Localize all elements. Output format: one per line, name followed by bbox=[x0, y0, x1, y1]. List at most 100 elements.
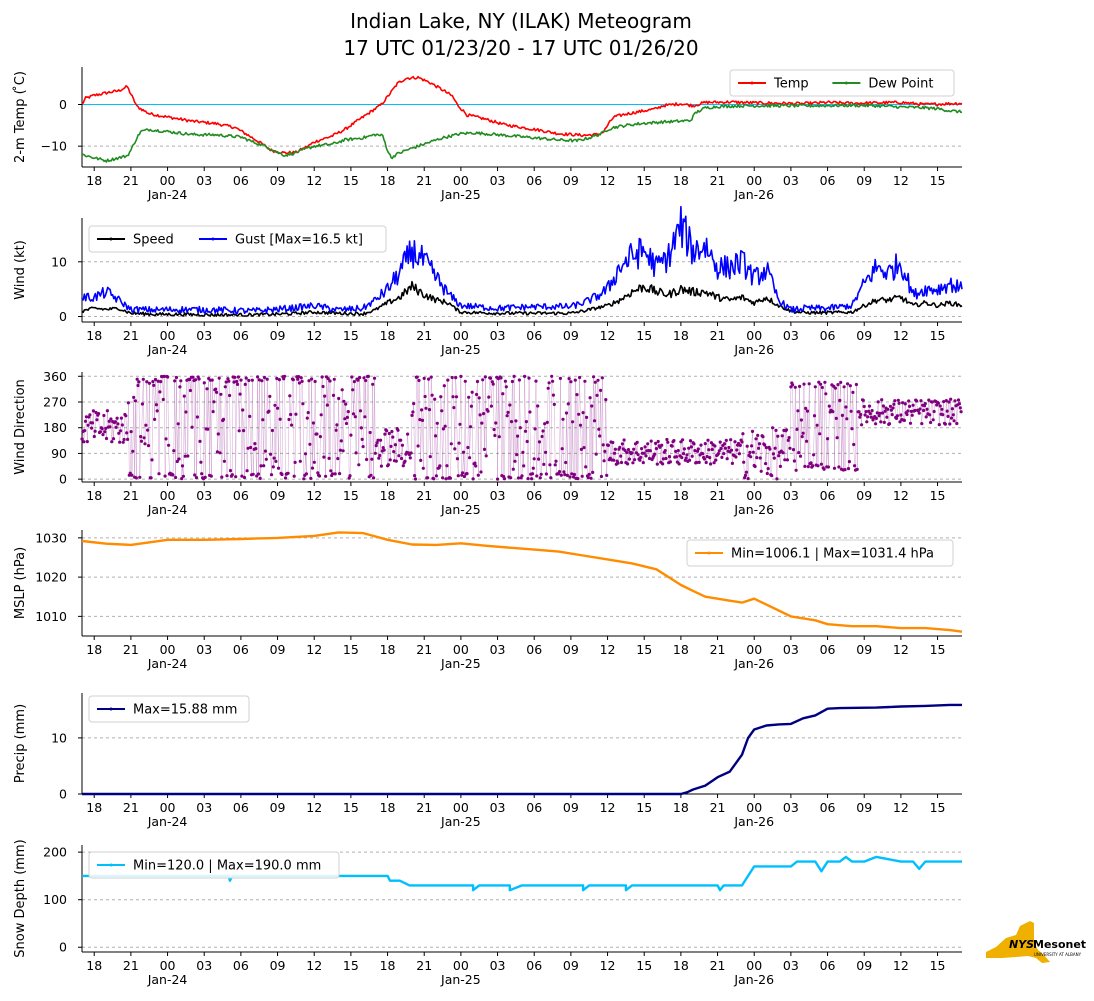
x-tick-label: 00 bbox=[453, 642, 469, 657]
wind-direction-point bbox=[120, 423, 124, 427]
wind-direction-point bbox=[641, 461, 645, 465]
x-tick-label: 12 bbox=[893, 173, 909, 188]
wind-direction-point bbox=[725, 457, 729, 461]
wind-direction-point bbox=[215, 390, 219, 394]
wind-direction-point bbox=[217, 376, 221, 380]
wind-direction-point bbox=[730, 461, 735, 465]
wind-direction-point bbox=[320, 375, 324, 379]
x-tick-label: 00 bbox=[160, 328, 176, 343]
wind-direction-point bbox=[797, 451, 801, 455]
wind-direction-point bbox=[427, 408, 432, 412]
wind-direction-point bbox=[812, 453, 816, 457]
wind-direction-point bbox=[102, 413, 106, 418]
legend-marker bbox=[844, 81, 848, 85]
wind-direction-point bbox=[791, 448, 796, 452]
wind-direction-point bbox=[499, 376, 503, 380]
x-tick-label: 06 bbox=[526, 800, 542, 815]
wind-direction-point bbox=[319, 413, 323, 417]
x-tick-label: 21 bbox=[123, 328, 139, 343]
wind-direction-point bbox=[823, 380, 827, 384]
wind-direction-point bbox=[455, 457, 459, 461]
wind-direction-point bbox=[528, 410, 532, 414]
x-tick-label: 12 bbox=[600, 958, 616, 973]
wind-direction-point bbox=[340, 388, 344, 392]
wind-direction-point bbox=[119, 416, 123, 420]
wind-direction-point bbox=[272, 456, 276, 460]
wind-direction-point bbox=[216, 432, 220, 436]
wind-direction-point bbox=[91, 409, 95, 413]
y-tick-label: 270 bbox=[43, 395, 67, 410]
wind-direction-point bbox=[82, 440, 86, 444]
wind-direction-point bbox=[832, 466, 837, 470]
x-tick-label: 00 bbox=[453, 488, 469, 503]
wind-direction-point bbox=[456, 474, 460, 478]
wind-direction-point bbox=[560, 447, 564, 451]
wind-direction-point bbox=[864, 410, 868, 414]
legend-label: Speed bbox=[133, 233, 174, 248]
x-tick-label: 03 bbox=[196, 328, 212, 343]
wind-direction-point bbox=[449, 442, 453, 446]
wind-direction-point bbox=[236, 375, 240, 379]
x-tick-label: 21 bbox=[123, 173, 139, 188]
wind-direction-point bbox=[303, 452, 308, 456]
x-tick-label: 03 bbox=[783, 173, 799, 188]
wind-direction-point bbox=[722, 452, 726, 456]
wind-direction-point bbox=[603, 449, 607, 453]
wind-direction-point bbox=[887, 422, 892, 426]
wind-direction-point bbox=[228, 393, 232, 398]
wind-direction-point bbox=[513, 459, 517, 463]
y-tick-label: 0 bbox=[59, 97, 67, 112]
wind-direction-point bbox=[157, 472, 161, 476]
wind-direction-point bbox=[833, 386, 838, 390]
wind-direction-point bbox=[626, 448, 631, 452]
wind-direction-point bbox=[100, 427, 104, 431]
wind-direction-point bbox=[540, 434, 544, 439]
wind-direction-point bbox=[943, 422, 948, 426]
x-tick-label: 09 bbox=[563, 642, 579, 657]
wind-direction-point bbox=[858, 415, 862, 419]
wind-direction-point bbox=[690, 454, 694, 458]
legend-label: Temp bbox=[773, 77, 809, 92]
panel-temp: −10 0 2-m Temp ( ̊C) 18 21 00 03 06 09 12 15 18 21 00… bbox=[12, 67, 963, 202]
wind-direction-point bbox=[583, 379, 587, 383]
wind-direction-point bbox=[140, 402, 144, 406]
wind-direction-point bbox=[126, 437, 130, 441]
wind-direction-point bbox=[572, 472, 577, 477]
series-line-wind-0 bbox=[81, 280, 963, 317]
wind-direction-point bbox=[273, 403, 277, 407]
legend-box bbox=[88, 695, 250, 723]
x-tick-label: 06 bbox=[820, 642, 836, 657]
wind-direction-point bbox=[215, 450, 219, 454]
wind-direction-point bbox=[815, 423, 819, 427]
wind-direction-point bbox=[382, 448, 386, 452]
wind-direction-point bbox=[344, 402, 348, 406]
x-tick-label: 09 bbox=[270, 642, 286, 657]
x-tick-label: 18 bbox=[380, 173, 396, 188]
wind-direction-point bbox=[573, 378, 577, 382]
wind-direction-point bbox=[907, 399, 911, 403]
wind-direction-point bbox=[794, 468, 798, 472]
wind-direction-point bbox=[448, 476, 452, 480]
x-tick-label: 15 bbox=[636, 488, 652, 503]
wind-direction-point bbox=[393, 443, 397, 447]
x-tick-label: 18 bbox=[86, 488, 102, 503]
wind-direction-point bbox=[757, 442, 762, 446]
wind-direction-point bbox=[846, 382, 850, 386]
wind-direction-point bbox=[599, 388, 603, 392]
x-tick-label: 12 bbox=[600, 488, 616, 503]
x-tick-label: 18 bbox=[673, 328, 689, 343]
wind-direction-point bbox=[186, 454, 190, 458]
wind-direction-point bbox=[640, 447, 644, 451]
wind-direction-point bbox=[631, 461, 635, 465]
x-tick-label: 03 bbox=[490, 328, 506, 343]
wind-direction-point bbox=[855, 467, 859, 471]
wind-direction-point bbox=[438, 464, 442, 468]
wind-direction-point bbox=[88, 413, 92, 417]
legend-mslp: Min=1006.1 | Max=1031.4 hPa bbox=[686, 539, 954, 567]
wind-direction-point bbox=[174, 475, 178, 480]
wind-direction-point bbox=[888, 404, 893, 408]
wind-direction-point bbox=[863, 413, 867, 417]
x-tick-label: 00 bbox=[160, 958, 176, 973]
wind-direction-point bbox=[496, 477, 500, 481]
wind-direction-point bbox=[822, 467, 826, 471]
